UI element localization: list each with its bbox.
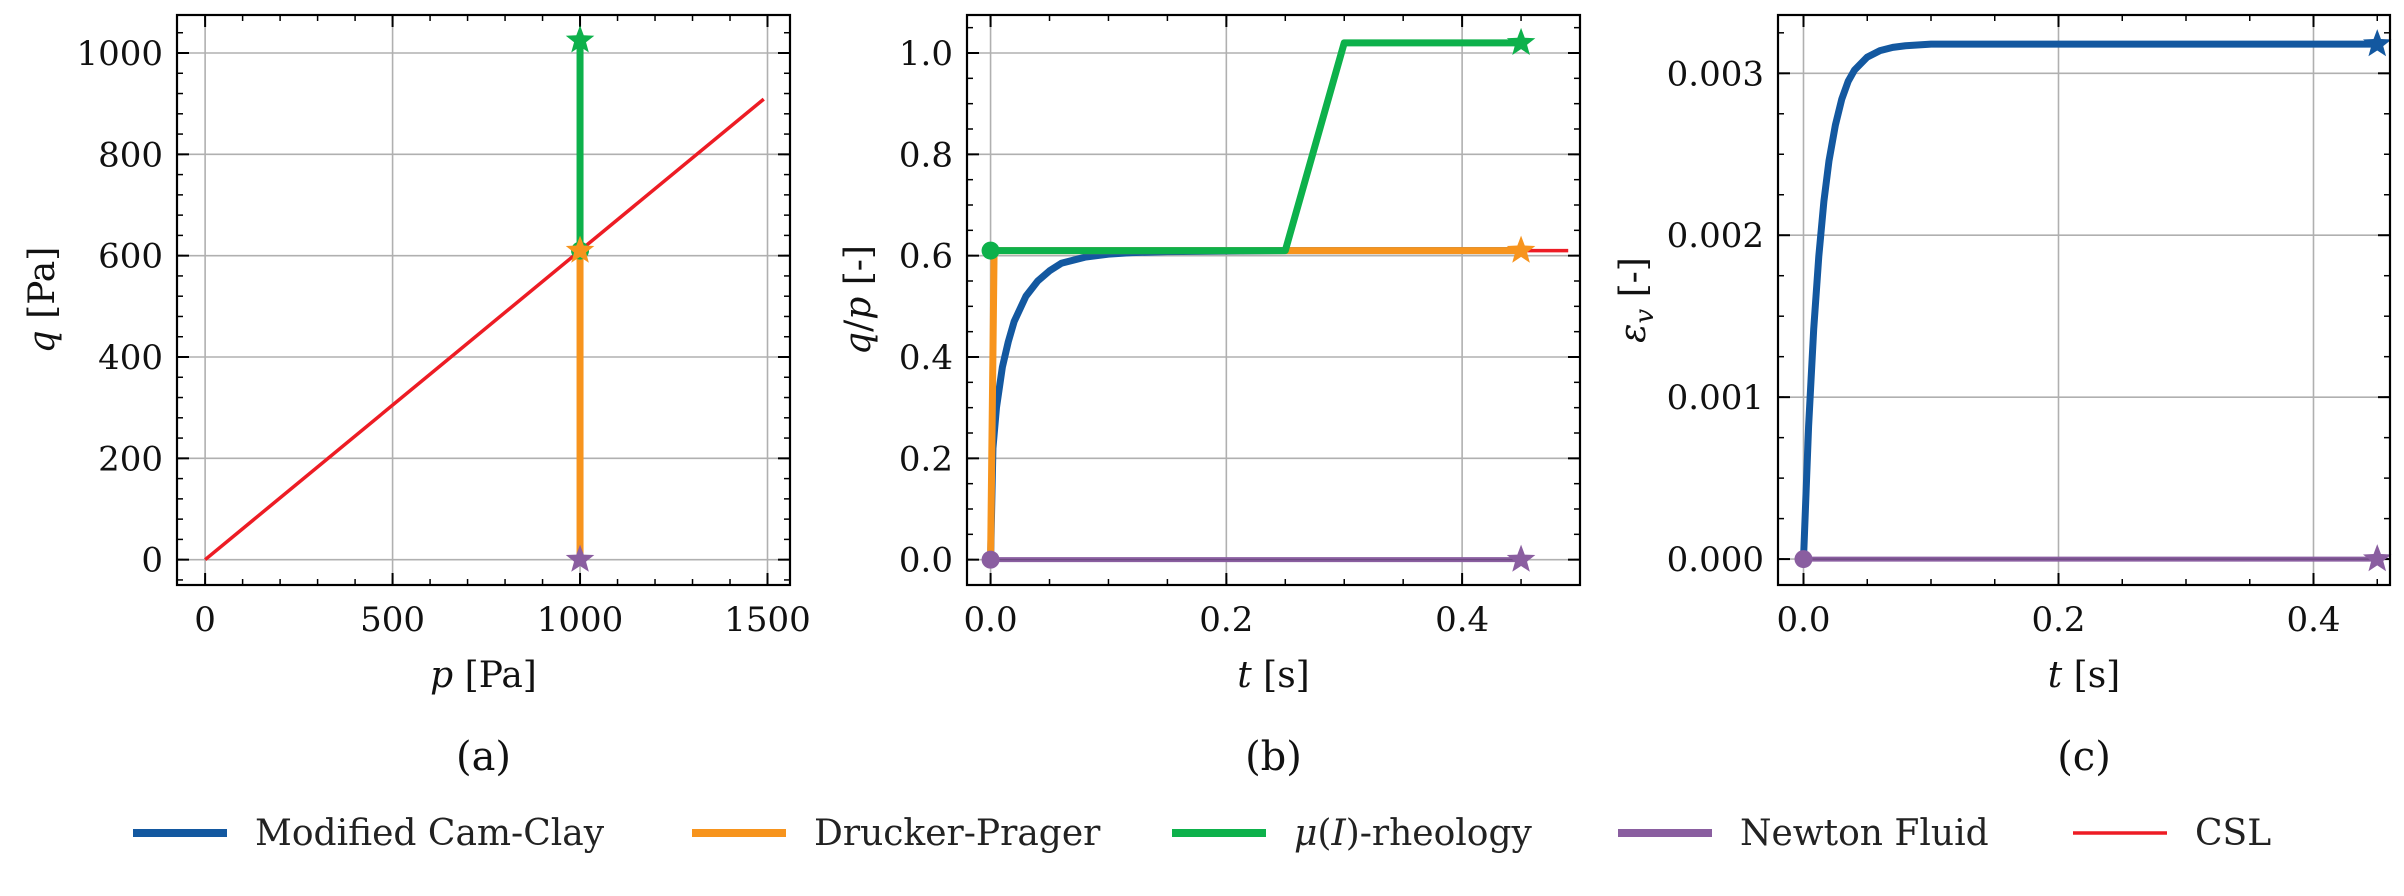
axes-frame [175, 13, 792, 587]
axis-ticks [967, 15, 1581, 586]
y-axis-label: q [Pa] [22, 247, 63, 354]
axis-ticks [177, 15, 790, 585]
y-tick-label: 0.4 [899, 338, 953, 378]
x-tick-label: 0.2 [1199, 600, 1253, 640]
series-end-marker-dp [565, 235, 595, 263]
y-tick-label: 0.001 [1667, 378, 1764, 418]
y-tick-label: 600 [98, 237, 163, 277]
chart-panel-3: 0.0 0.2 0.4 0.000 0.001 0.002 0.003 t [s] εv [-]… [1613, 13, 2392, 780]
legend-item: CSL [2073, 813, 2271, 854]
y-tick-label: 800 [98, 135, 163, 175]
legend-item: Newton Fluid [1618, 813, 1989, 854]
series-line-mcc [987, 247, 1522, 560]
legend-label: μ(I)-rheology [1294, 813, 1533, 854]
series-end-marker-mu [565, 25, 595, 53]
y-tick-label: 0.002 [1667, 216, 1764, 256]
legend-label: Newton Fluid [1740, 813, 1989, 854]
y-tick-label: 200 [98, 439, 163, 479]
legend-label: Drucker-Prager [814, 813, 1101, 854]
series-start-marker-newton [1794, 550, 1813, 569]
x-axis-label: t [s] [1237, 655, 1309, 696]
axis-ticks [1778, 15, 2390, 585]
x-axis-label: t [s] [2048, 655, 2120, 696]
y-axis-label: q/p [-] [838, 245, 879, 355]
legend-item: μ(I)-rheology [1172, 813, 1533, 854]
y-tick-label: 0.8 [899, 135, 953, 175]
y-tick-label: 0.2 [899, 439, 953, 479]
legend-item: Modified Cam-Clay [133, 813, 605, 854]
series-end-marker-newton [565, 544, 595, 572]
plot-area [987, 39, 1569, 563]
x-tick-label: 0.2 [2031, 600, 2085, 640]
legend: Modified Cam-Clay Drucker-Prager μ(I)-rheo… [133, 813, 2271, 854]
plot-markers [981, 27, 1536, 572]
plot-markers [565, 25, 595, 572]
y-tick-label: 1.0 [899, 34, 953, 74]
series-end-marker-dp [1506, 235, 1536, 263]
axes-frame [965, 13, 1582, 587]
x-tick-label: 0.4 [2286, 600, 2340, 640]
y-tick-label: 0 [141, 541, 163, 581]
series-line-mu [990, 39, 1522, 255]
x-axis-label: p [Pa] [430, 655, 537, 696]
series-end-marker-newton [1506, 544, 1536, 572]
series-end-marker-newton [2362, 544, 2392, 572]
plot-area [1800, 40, 2378, 562]
y-tick-label: 400 [98, 338, 163, 378]
y-tick-label: 0.0 [899, 541, 953, 581]
panel-caption: (c) [2057, 734, 2111, 780]
legend-label: CSL [2195, 813, 2271, 854]
series-start-marker-newton [981, 550, 1000, 569]
x-tick-label: 0.0 [964, 600, 1018, 640]
plot-markers [1794, 29, 2392, 572]
series-line-dp [987, 247, 1522, 560]
x-tick-label: 0.4 [1435, 600, 1489, 640]
x-tick-label: 1000 [537, 600, 624, 640]
axes-frame [1776, 13, 2392, 587]
series-line-csl [204, 97, 765, 562]
x-tick-label: 1500 [724, 600, 811, 640]
panel-caption: (b) [1245, 734, 1302, 780]
y-tick-label: 1000 [76, 34, 163, 74]
series-line-mcc [1800, 40, 2378, 560]
panel-caption: (a) [456, 734, 511, 780]
series-start-marker-mu [981, 241, 1000, 260]
chart-panel-2: 0.0 0.2 0.4 0.0 0.2 0.4 0.6 0.8 1.0 t [s] q/p [-] (… [838, 13, 1582, 780]
x-tick-label: 0 [194, 600, 216, 640]
series-end-marker-mcc [2362, 29, 2392, 57]
y-axis-label: εv [-] [1613, 257, 1660, 343]
legend-label: Modified Cam-Clay [255, 813, 605, 854]
x-tick-label: 500 [360, 600, 425, 640]
y-tick-label: 0.003 [1667, 54, 1764, 94]
plot-area [204, 40, 765, 562]
y-tick-label: 0.000 [1667, 540, 1764, 580]
y-tick-label: 0.6 [899, 237, 953, 277]
legend-item: Drucker-Prager [692, 813, 1101, 854]
x-tick-label: 0.0 [1776, 600, 1830, 640]
series-end-marker-mu [1506, 27, 1536, 55]
